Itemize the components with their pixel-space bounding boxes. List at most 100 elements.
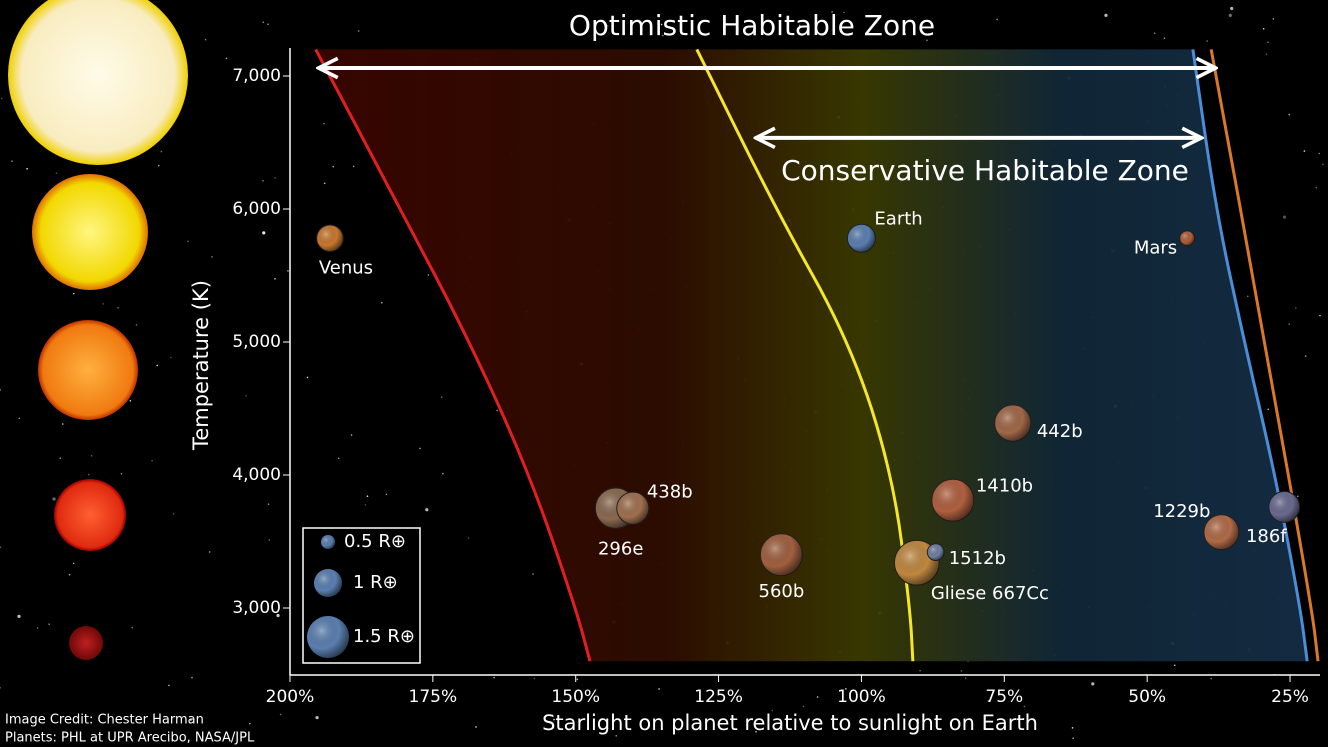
zone-title: Conservative Habitable Zone [781,154,1189,187]
star-dot [279,713,282,716]
credit: Image Credit: Chester Harman [5,713,204,728]
star-dot [55,172,58,174]
credit: Planets: PHL at UPR Arecibo, NASA/JPL [5,731,255,746]
star-dot [496,409,498,412]
y-tick-label: 6,000 [232,199,281,219]
planet-shade [316,224,344,252]
star-dot [1206,40,1208,42]
star-dot [117,306,119,309]
star-dot [172,513,175,515]
star-dot [48,623,50,625]
star-dot [276,613,280,618]
star-dot [419,447,421,450]
x-tick-label: 125% [694,687,743,707]
y-tick-label: 4,000 [232,465,281,485]
star-dot [1246,295,1249,298]
star-dot [204,38,207,41]
star-dot [1304,355,1307,357]
star-dot [211,256,213,258]
star-dot [425,508,429,512]
planet-shade [1268,491,1300,523]
star-dot [59,457,62,459]
planet-shade [616,492,649,525]
star-dot [660,23,663,26]
planet-label: Mars [1134,237,1177,258]
star-dot [1294,307,1297,309]
legend-label: 1 R⊕ [353,572,398,593]
planet-label: 1410b [976,475,1033,496]
star-dot [493,676,495,679]
star-dot [1153,32,1156,34]
star-dot [1210,677,1212,680]
star-dot [381,301,383,304]
x-axis-title: Starlight on planet relative to sunlight… [542,711,1038,735]
star-dot [26,167,28,170]
star-dot [467,537,470,539]
star-dot [1303,150,1306,152]
zone-boundary [1191,49,1309,662]
star-dot [802,705,805,708]
star-dot [366,495,369,498]
star-dot [102,303,105,305]
planet-shade [1203,514,1239,550]
star-dot [157,164,160,167]
star-dot [18,417,21,420]
star-dot [187,240,189,243]
y-tick-label: 3,000 [232,598,281,618]
star-dot [315,716,319,720]
star-dot [1318,152,1320,155]
star-dot [831,11,833,13]
star-dot [1272,18,1275,20]
planet-shade [307,616,349,658]
star-dot [1228,13,1232,17]
planet-label: 438b [647,481,693,502]
star-dot [385,493,388,496]
star-dot [532,573,534,575]
star-dot [533,677,536,680]
planet-shade [994,404,1032,442]
star-dot [72,562,75,565]
star-dot [553,718,555,721]
planet-label: 442b [1037,421,1083,442]
star-icon [38,320,138,420]
star-dot [1315,186,1318,189]
x-tick-label: 150% [551,687,600,707]
star-dot [87,473,90,476]
star-dot [917,722,919,724]
star-dot [0,687,1,689]
star-dot [364,503,367,506]
star-dot [606,24,609,27]
star-dot [191,676,193,679]
star-dot [881,689,884,692]
star-dot [1262,28,1265,30]
star-dot [11,160,13,162]
star-dot [267,23,269,26]
star-dot [245,395,247,397]
star-dot [52,497,56,501]
planet-shade [321,535,335,549]
star-dot [1091,682,1095,686]
x-tick-label: 200% [266,687,315,707]
star-dot [306,376,309,379]
star-dot [170,356,172,359]
star-dot [442,472,444,475]
star-dot [274,177,276,179]
star-dot [208,551,211,553]
star-icon [54,479,126,551]
x-tick-label: 25% [1271,687,1309,707]
star-dot [1173,664,1176,667]
star-dot [1163,37,1166,40]
star-dot [798,24,801,27]
star-dot [996,18,998,21]
y-tick-label: 5,000 [232,332,281,352]
star-dot [576,678,579,681]
y-tick-label: 7,000 [232,66,281,86]
planet-label: Gliese 667Cc [931,583,1049,604]
star-dot [249,722,251,725]
star-dot [352,165,355,168]
star-dot [1023,705,1026,708]
star-dot [323,182,326,185]
zone-boundary [1209,49,1320,662]
star-dot [274,278,276,280]
